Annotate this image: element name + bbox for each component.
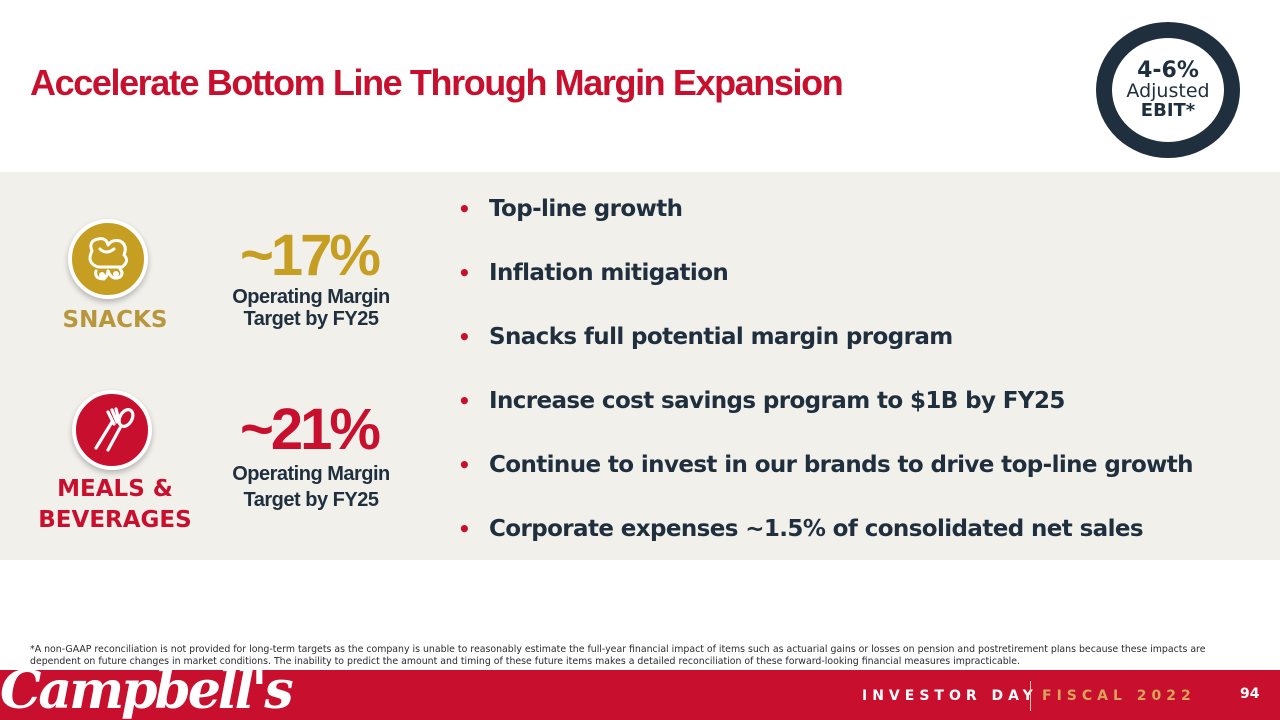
bullet-text: Continue to invest in our brands to driv… bbox=[489, 452, 1194, 478]
bullet-dot: • bbox=[458, 389, 471, 413]
page-title: Accelerate Bottom Line Through Margin Ex… bbox=[30, 62, 844, 103]
bullet-dot: • bbox=[458, 197, 471, 221]
footer-divider bbox=[1030, 681, 1031, 711]
footnote: *A non-GAAP reconciliation is not provid… bbox=[30, 644, 1206, 667]
meals-label-line1: MEALS & bbox=[57, 476, 173, 502]
footer-event: INVESTOR DAY bbox=[862, 688, 1038, 704]
footer-bar bbox=[0, 670, 1280, 720]
ebit-badge-metric: EBIT* bbox=[1140, 100, 1196, 122]
ebit-badge-label: Adjusted bbox=[1126, 80, 1210, 103]
fork-spoon-icon bbox=[72, 390, 152, 470]
meals-margin-target: Operating Margin Target by FY25 bbox=[222, 462, 400, 513]
bullet-text: Inflation mitigation bbox=[489, 260, 729, 286]
bullet-text: Snacks full potential margin program bbox=[489, 324, 953, 350]
snack-food-icon bbox=[68, 219, 148, 299]
list-item: • Inflation mitigation bbox=[458, 256, 1193, 320]
bullet-dot: • bbox=[458, 517, 471, 541]
meals-target-line2: Target by FY25 bbox=[243, 488, 379, 511]
segment-label-snacks: SNACKS bbox=[62, 307, 168, 333]
ebit-badge: 4-6% Adjusted EBIT* bbox=[1096, 22, 1240, 158]
fork-spoon-icon-glyph bbox=[94, 407, 135, 452]
meals-label-line2: BEVERAGES bbox=[38, 507, 192, 534]
snacks-target-line2: Target by FY25 bbox=[243, 308, 379, 330]
list-item: • Top-line growth bbox=[458, 192, 1193, 256]
snacks-margin-percent: ~17% bbox=[240, 223, 381, 288]
bullet-dot: • bbox=[458, 261, 471, 285]
snacks-target-line1: Operating Margin bbox=[232, 286, 390, 308]
footer-fiscal-year: FISCAL 2022 bbox=[1042, 688, 1196, 704]
list-item: • Corporate expenses ~1.5% of consolidate… bbox=[458, 512, 1193, 576]
content-panel bbox=[0, 172, 1280, 560]
ebit-badge-inner: 4-6% Adjusted EBIT* bbox=[1112, 38, 1224, 142]
bullet-dot: • bbox=[458, 325, 471, 349]
snack-food-icon-glyph bbox=[88, 237, 129, 281]
segment-label-meals: MEALS & BEVERAGES bbox=[22, 474, 208, 536]
margin-drivers-list: • Top-line growth • Inflation mitigation •… bbox=[458, 192, 1194, 576]
campbells-logo: Campbell's bbox=[0, 660, 294, 720]
list-item: • Snacks full potential margin program bbox=[458, 320, 1193, 384]
bullet-text: Corporate expenses ~1.5% of consolidated… bbox=[489, 516, 1144, 542]
meals-target-line1: Operating Margin bbox=[232, 463, 390, 485]
bullet-text: Top-line growth bbox=[489, 196, 683, 222]
bullet-dot: • bbox=[458, 453, 471, 477]
page-number: 94 bbox=[1240, 686, 1260, 702]
list-item: • Continue to invest in our brands to dri… bbox=[458, 448, 1194, 512]
list-item: • Increase cost savings program to $1B by… bbox=[458, 384, 1193, 448]
bullet-text: Increase cost savings program to $1B by … bbox=[489, 388, 1065, 414]
ebit-badge-percent: 4-6% bbox=[1137, 58, 1199, 84]
meals-margin-percent: ~21% bbox=[240, 397, 381, 462]
snacks-margin-target: Operating Margin Target by FY25 bbox=[222, 286, 400, 330]
